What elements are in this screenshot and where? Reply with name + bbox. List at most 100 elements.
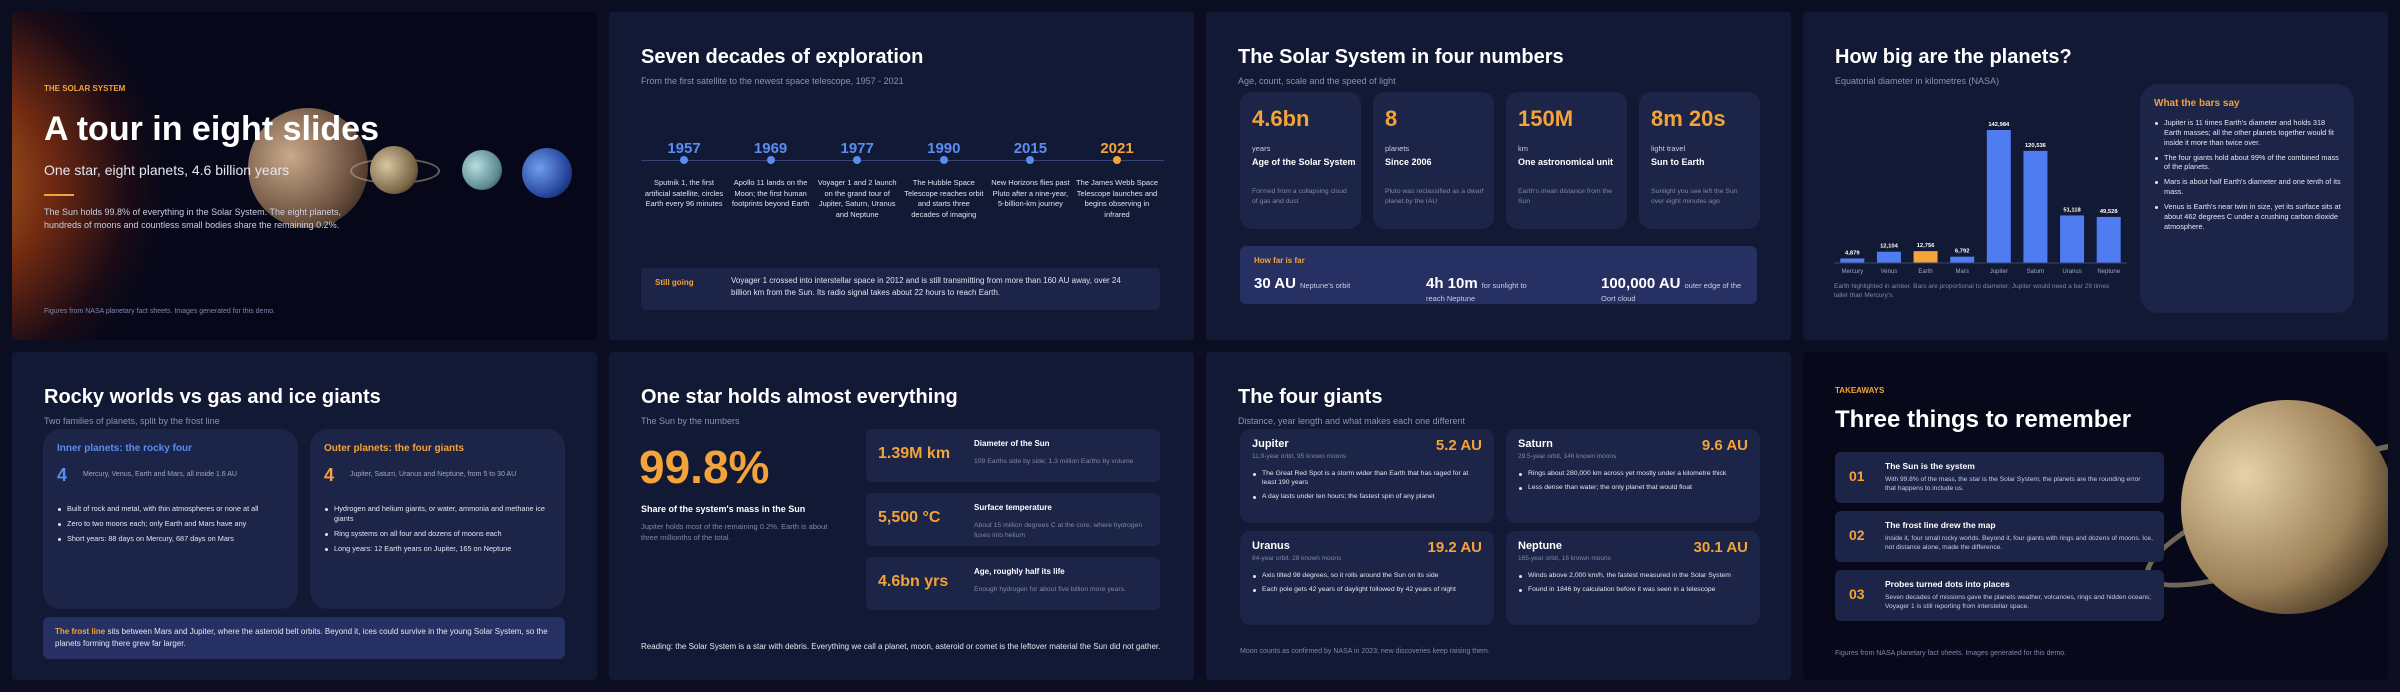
bar: [1986, 130, 2011, 263]
big-label: Share of the system's mass in the Sun: [641, 504, 806, 514]
value-label: 12,756: [1917, 243, 1936, 249]
timeline-year: 2021: [1100, 140, 1134, 157]
timeline-text: The James Webb Space Telescope launches …: [1076, 178, 1158, 219]
giant-card: Saturn 9.6 AU 29.5-year orbit, 146 known m…: [1506, 429, 1760, 523]
slide-intro: THE SOLAR SYSTEM A tour in eight slides On…: [12, 12, 597, 340]
x-tick-label: Mars: [1956, 269, 1969, 275]
side-bullet: The four giants hold about 99% of the co…: [2154, 153, 2344, 173]
takeaway-text: Seven decades of missions gave the plane…: [1885, 594, 2152, 611]
side-card: What the bars say Jupiter is 11 times Ear…: [2140, 84, 2354, 313]
group-bullet: Built of rock and metal, with thin atmos…: [57, 504, 282, 514]
slide-title: How big are the planets?: [1835, 46, 2072, 68]
planet: [248, 108, 368, 228]
giant-bullet: Rings about 280,000 km across yet mostly…: [1518, 469, 1750, 478]
bar-chart: 4,879 Mercury 12,104 Venus 12,756 Earth 6,792 M…: [1834, 122, 2127, 275]
intro-text: The Sun holds 99.8% of everything in the…: [44, 207, 342, 231]
slide-subtitle: Two families of planets, split by the fr…: [44, 416, 220, 426]
planet: [370, 146, 418, 194]
stat-unit: light travel: [1651, 144, 1686, 153]
eyebrow: TAKEAWAYS: [1835, 386, 1885, 395]
sun-text: Enough hydrogen for about five billion m…: [974, 586, 1126, 593]
bar: [1876, 251, 1901, 263]
frost-box: The frost line sits between Mars and Jup…: [43, 617, 565, 659]
group-bullet: Short years: 88 days on Mercury, 687 day…: [57, 534, 282, 544]
takeaway-text: Inside it, four small rocky worlds. Beyo…: [1885, 535, 2153, 552]
value-label: 6,792: [1955, 249, 1970, 255]
giant-card: Uranus 19.2 AU 84-year orbit, 28 known moo…: [1240, 531, 1494, 625]
timeline-dot: [1026, 156, 1035, 164]
takeaway-heading: The Sun is the system: [1885, 461, 1975, 471]
giant-bullet: Found in 1846 by calculation before it w…: [1518, 585, 1750, 594]
far-value: 4h 10m: [1426, 275, 1478, 292]
giant-name: Neptune: [1518, 540, 1562, 552]
giant-au: 5.2 AU: [1435, 437, 1482, 454]
footer: Figures from NASA planetary fact sheets.…: [1835, 650, 2067, 657]
group-card: Outer planets: the four giants 4 Jupiter, …: [310, 429, 565, 609]
giant-name: Saturn: [1518, 438, 1553, 450]
sun-value: 4.6bn yrs: [878, 573, 949, 590]
footer: Figures from NASA planetary fact sheets.…: [44, 308, 276, 315]
footer: Reading: the Solar System is a star with…: [641, 642, 1161, 651]
sun-row: 4.6bn yrs Age, roughly half its life Enoug…: [866, 557, 1160, 610]
timeline-dot: [1113, 156, 1121, 164]
bar: [2096, 216, 2121, 263]
stat-text: Pluto was reclassified as a dwarf planet…: [1385, 188, 1484, 205]
bar: [1950, 256, 1975, 263]
sun-label: Age, roughly half its life: [974, 567, 1065, 576]
timeline-dot: [939, 156, 948, 164]
takeaway-text: With 99.8% of the mass, the star is the …: [1885, 476, 2141, 493]
big-text: Jupiter holds most of the remaining 0.2%…: [641, 522, 828, 542]
timeline-text: Apollo 11 lands on the Moon; the first h…: [731, 178, 810, 208]
giant-list: Axis tilted 98 degrees, so it rolls arou…: [1252, 571, 1484, 599]
group-heading: Inner planets: the rocky four: [57, 443, 193, 454]
value-label: 49,528: [2100, 209, 2119, 215]
slide-title: One star holds almost everything: [641, 386, 958, 408]
giant-card: Jupiter 5.2 AU 11.9-year orbit, 95 known m…: [1240, 429, 1494, 523]
stat-text: Earth's mean distance from the Sun: [1518, 188, 1612, 205]
giant-bullet: A day lasts under ten hours; the fastest…: [1252, 492, 1484, 501]
group-list: Hydrogen and helium giants, or water, am…: [324, 504, 549, 558]
stat-text: Formed from a collapsing cloud of gas an…: [1252, 188, 1347, 205]
group-bullet: Hydrogen and helium giants, or water, am…: [324, 504, 549, 524]
x-tick-label: Jupiter: [1990, 269, 2008, 275]
giant-list: The Great Red Spot is a storm wider than…: [1252, 469, 1484, 507]
giant-au: 9.6 AU: [1701, 437, 1748, 454]
group-list: Built of rock and metal, with thin atmos…: [57, 504, 282, 549]
bar: [2060, 215, 2085, 263]
far-item: 100,000 AU outer edge of the Oort cloud: [1601, 274, 1751, 303]
timeline-text: The Hubble Space Telescope reaches orbit…: [904, 178, 984, 219]
giant-card: Neptune 30.1 AU 165-year orbit, 16 known m…: [1506, 531, 1760, 625]
side-heading: What the bars say: [2154, 98, 2240, 109]
slide-title: The four giants: [1238, 386, 1383, 408]
stat-card: 8m 20s light travel Sun to Earth Sunlight y…: [1639, 92, 1760, 229]
far-box: How far is far 30 AU Neptune's orbit 4h 10m…: [1240, 246, 1757, 304]
takeaway: 01 The Sun is the system With 99.8% of the…: [1835, 452, 2164, 503]
giant-list: Rings about 280,000 km across yet mostly…: [1518, 469, 1750, 497]
slide-title: A tour in eight slides: [44, 110, 379, 148]
giant-bullet: The Great Red Spot is a storm wider than…: [1252, 469, 1484, 487]
stat-unit: km: [1518, 144, 1528, 153]
takeaway-heading: Probes turned dots into places: [1885, 579, 2010, 589]
stat-unit: planets: [1385, 144, 1410, 153]
giant-meta: 165-year orbit, 16 known moons: [1518, 555, 1611, 562]
takeaway: 02 The frost line drew the map Inside it, …: [1835, 511, 2164, 562]
bar: [1913, 251, 1938, 263]
timeline-dot: [680, 156, 688, 164]
giant-au: 19.2 AU: [1427, 539, 1482, 556]
x-tick-label: Earth: [1918, 269, 1932, 275]
takeaway-num: 03: [1849, 586, 1865, 602]
callout-text: Voyager 1 crossed into interstellar spac…: [731, 276, 1121, 297]
timeline-text: Sputnik 1, the first artificial satellit…: [644, 178, 724, 208]
far-value: 100,000 AU: [1601, 275, 1681, 292]
stat-card: 150M km One astronomical unit Earth's mean …: [1506, 92, 1627, 229]
sun-value: 5,500 °C: [878, 509, 941, 526]
stat-value: 4.6bn: [1252, 106, 1310, 131]
callout-label: Still going: [655, 278, 694, 287]
chart-note: Earth highlighted in amber. Bars are pro…: [1834, 283, 2110, 300]
frost-body: sits between Mars and Jupiter, where the…: [55, 627, 548, 648]
slide-subtitle: The Sun by the numbers: [641, 416, 740, 426]
slide-subtitle: From the first satellite to the newest s…: [641, 76, 904, 86]
sun-row: 1.39M km Diameter of the Sun 109 Earths si…: [866, 429, 1160, 482]
bar: [2023, 150, 2048, 263]
giant-list: Winds above 2,000 km/h, the fastest meas…: [1518, 571, 1750, 599]
